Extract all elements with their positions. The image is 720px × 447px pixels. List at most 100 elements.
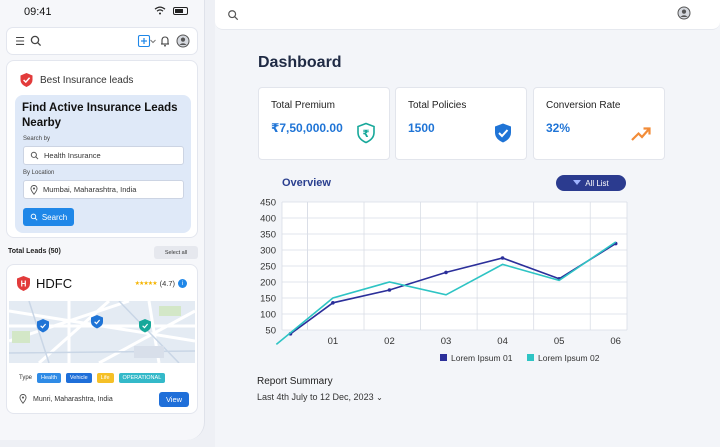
report-date-range[interactable]: Last 4th July to 12 Dec, 2023 ⌄: [257, 392, 383, 402]
kpi-label: Total Policies: [408, 100, 467, 111]
svg-text:₹: ₹: [363, 129, 370, 140]
select-all-button[interactable]: Select all: [154, 246, 198, 259]
y-tick-label: 50: [265, 326, 276, 337]
search-button[interactable]: Search: [23, 208, 74, 226]
search-icon[interactable]: [227, 9, 239, 21]
x-tick-label: 02: [384, 336, 395, 347]
lead-card[interactable]: H HDFC ★★★★★ (4.7) i: [6, 264, 198, 414]
type-label: Type: [19, 375, 33, 381]
x-tick-label: 06: [610, 336, 621, 347]
y-tick-label: 300: [260, 246, 276, 257]
data-point: [500, 256, 505, 260]
map-marker[interactable]: [91, 315, 103, 329]
lead-rating: ★★★★★ (4.7) i: [135, 279, 187, 288]
brand-name: Best Insurance leads: [40, 74, 134, 86]
svg-text:H: H: [21, 280, 27, 289]
all-list-label: All List: [585, 178, 609, 188]
rupee-shield-icon: ₹: [357, 122, 375, 144]
x-tick-label: 01: [328, 336, 339, 347]
rating-value: (4.7): [159, 279, 175, 288]
lead-map[interactable]: [9, 301, 195, 363]
location-pin-icon: [19, 394, 27, 404]
y-tick-label: 250: [260, 262, 276, 273]
all-list-filter-button[interactable]: All List: [556, 175, 626, 191]
data-point: [387, 288, 392, 292]
search-icon: [30, 151, 39, 160]
status-time: 09:41: [24, 6, 52, 18]
find-leads-title: Find Active Insurance Leads Nearby: [22, 102, 178, 129]
dashboard-panel: Dashboard Total Premium ₹7,50,000.00 ₹ T…: [215, 0, 720, 447]
chip-life[interactable]: Life: [96, 373, 114, 383]
user-avatar-icon[interactable]: [677, 6, 691, 20]
kpi-value: ₹7,50,000.00: [271, 121, 343, 135]
total-leads-row: Total Leads (50) Select all: [8, 246, 198, 260]
y-tick-label: 200: [260, 278, 276, 289]
legend-swatch: [527, 354, 534, 361]
rating-stars: ★★★★★: [134, 281, 158, 287]
lead-location-row: Munri, Maharashtra, India: [19, 394, 113, 404]
kpi-value: 1500: [408, 121, 435, 135]
x-tick-label: 03: [441, 336, 452, 347]
shield-logo-icon: [20, 73, 33, 87]
report-summary-title: Report Summary: [257, 376, 333, 387]
series-line-2: [275, 241, 617, 346]
report-range-text: Last 4th July to 12 Dec, 2023: [257, 392, 374, 402]
lead-type-row: Type Health Vehicle Life OPERATIONAL: [19, 373, 166, 383]
search-icon: [30, 213, 38, 221]
kpi-value: 32%: [546, 121, 571, 135]
chevron-down-icon: ⌄: [376, 393, 383, 402]
menu-icon[interactable]: ☰: [15, 35, 25, 48]
find-leads-panel: Find Active Insurance Leads Nearby Searc…: [15, 95, 191, 233]
chip-vehicle[interactable]: Vehicle: [65, 373, 92, 383]
by-location-label: By Location: [23, 170, 55, 176]
status-icons: [154, 6, 188, 15]
dashboard-top-bar: [215, 0, 720, 30]
legend-label: Lorem Ipsum 01: [451, 353, 513, 363]
search-icon[interactable]: [29, 34, 43, 48]
data-point: [444, 270, 448, 275]
map-marker[interactable]: [139, 319, 151, 333]
search-input[interactable]: Health Insurance: [23, 146, 184, 165]
mobile-app-panel: 09:41 ☰: [0, 0, 205, 440]
kpi-label: Conversion Rate: [546, 100, 621, 111]
y-tick-label: 150: [260, 294, 276, 305]
location-pin-icon: [30, 184, 38, 195]
data-point: [331, 301, 335, 305]
y-tick-label: 400: [260, 214, 276, 225]
trend-up-icon: [631, 127, 651, 141]
chip-health[interactable]: Health: [37, 373, 61, 383]
map-tiles: [9, 301, 195, 363]
x-tick-label: 04: [497, 336, 508, 347]
map-marker[interactable]: [37, 319, 49, 333]
search-by-label: Search by: [23, 136, 51, 142]
kpi-label: Total Premium: [271, 100, 335, 111]
kpi-total-policies: Total Policies 1500: [395, 87, 527, 160]
lead-search-card: Best Insurance leads Find Active Insuran…: [6, 60, 198, 238]
y-tick-label: 100: [260, 310, 276, 321]
total-leads-count: Total Leads (50): [8, 248, 61, 255]
chip-operational[interactable]: OPERATIONAL: [118, 373, 166, 383]
notification-bell-icon[interactable]: [158, 34, 172, 48]
overview-title: Overview: [282, 177, 331, 189]
view-button[interactable]: View: [159, 392, 189, 407]
search-input-value: Health Insurance: [44, 151, 101, 160]
x-tick-label: 05: [554, 336, 565, 347]
wifi-icon: [154, 6, 166, 15]
filter-caret-icon: [573, 180, 582, 185]
location-input[interactable]: Mumbai, Maharashtra, India: [23, 180, 184, 199]
brand-header: Best Insurance leads: [19, 72, 133, 88]
lead-company-name: HDFC: [36, 276, 73, 291]
lead-location: Munri, Maharashtra, India: [33, 395, 113, 403]
search-button-label: Search: [41, 212, 68, 222]
add-icon[interactable]: [137, 34, 151, 48]
legend-label: Lorem Ipsum 02: [538, 353, 600, 363]
shield-check-icon: [495, 123, 511, 143]
battery-icon: [173, 6, 188, 15]
kpi-conversion-rate: Conversion Rate 32%: [533, 87, 665, 160]
info-icon[interactable]: i: [178, 279, 187, 288]
page-title: Dashboard: [258, 54, 342, 71]
user-avatar-icon[interactable]: [176, 34, 190, 48]
kpi-total-premium: Total Premium ₹7,50,000.00 ₹: [258, 87, 390, 160]
lead-header: H HDFC: [16, 275, 72, 292]
chevron-down-icon[interactable]: [149, 34, 157, 48]
